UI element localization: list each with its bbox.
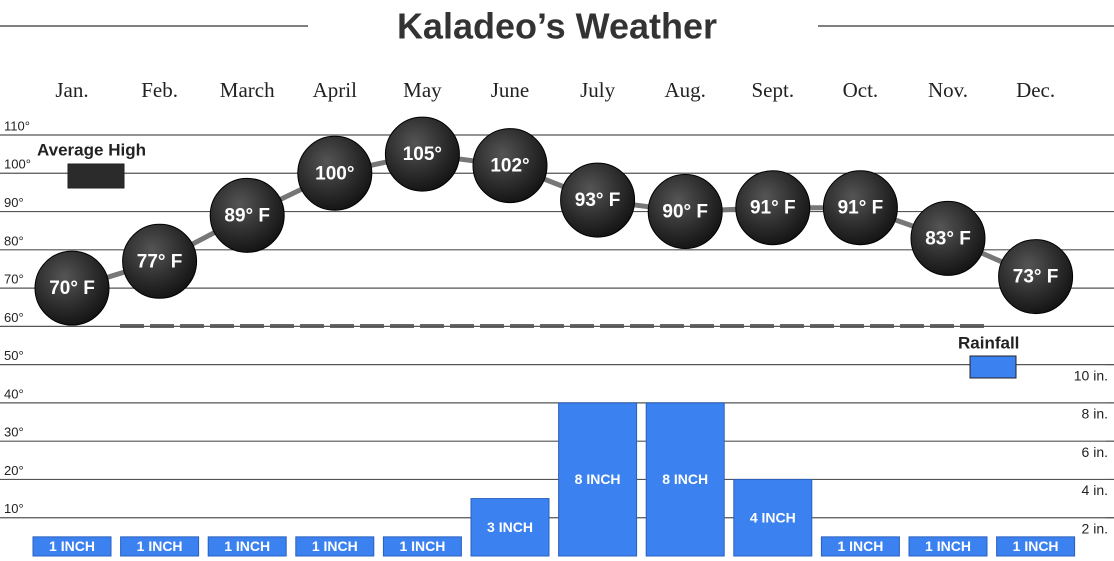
x-tick-label: Jan.	[55, 78, 88, 102]
x-tick-label: May	[403, 78, 442, 102]
x-tick-label: July	[580, 78, 616, 102]
bar	[820, 536, 900, 557]
point	[647, 174, 723, 250]
x-tick-label: Sept.	[752, 78, 795, 102]
bar	[120, 536, 200, 557]
data-label: 8 INCH	[662, 471, 708, 487]
y-tick-label: 30°	[4, 425, 24, 440]
bar	[996, 536, 1076, 557]
data-label: 77° F	[137, 251, 183, 272]
point	[297, 135, 373, 211]
data-label: 1 INCH	[837, 538, 883, 554]
y2-tick-label: 2 in.	[1082, 520, 1108, 536]
data-label: 4 INCH	[750, 509, 796, 525]
y-tick-label: 60°	[4, 310, 24, 325]
data-label: 91° F	[750, 198, 796, 219]
legend-swatch	[969, 355, 1017, 379]
y-tick-label: 70°	[4, 272, 24, 287]
x-tick-label: Dec.	[1016, 78, 1055, 102]
x-tick-label: June	[491, 78, 530, 102]
y-tick-label: 20°	[4, 463, 24, 478]
x-tick-label: March	[220, 78, 275, 102]
chart-title: Kaladeo’s Weather	[397, 6, 717, 47]
data-label: 93° F	[575, 190, 621, 211]
data-label: 73° F	[1013, 267, 1059, 288]
point	[122, 223, 198, 299]
bar	[733, 478, 813, 557]
data-label: 91° F	[838, 198, 884, 219]
data-label: 70° F	[49, 278, 95, 299]
point	[209, 177, 285, 253]
data-label: 89° F	[224, 205, 270, 226]
y2-tick-label: 10 in.	[1074, 367, 1108, 383]
x-tick-label: Feb.	[141, 78, 178, 102]
y2-tick-label: 8 in.	[1082, 406, 1108, 422]
y-tick-label: 110°	[4, 118, 30, 133]
data-label: 1 INCH	[1013, 538, 1059, 554]
data-label: 83° F	[925, 228, 971, 249]
bar	[32, 536, 112, 557]
data-label: 1 INCH	[312, 538, 358, 554]
y-tick-label: 80°	[4, 233, 24, 248]
data-label: 1 INCH	[224, 538, 270, 554]
data-label: 1 INCH	[49, 538, 95, 554]
data-label: 1 INCH	[137, 538, 183, 554]
y-tick-label: 90°	[4, 195, 24, 210]
data-label: 100°	[315, 163, 354, 184]
y-tick-label: 100°	[4, 157, 31, 172]
legend-label: Rainfall	[958, 333, 1019, 352]
bar	[207, 536, 287, 557]
bar	[295, 536, 375, 557]
point	[910, 200, 986, 276]
data-label: 1 INCH	[399, 538, 445, 554]
bar	[470, 498, 550, 557]
data-label: 105°	[403, 144, 442, 165]
x-tick-label: Nov.	[928, 78, 968, 102]
bar	[382, 536, 462, 557]
data-label: 1 INCH	[925, 538, 971, 554]
point	[998, 239, 1074, 315]
data-label: 3 INCH	[487, 519, 533, 535]
point	[34, 250, 110, 326]
y2-tick-label: 6 in.	[1082, 444, 1108, 460]
y-tick-label: 10°	[4, 501, 24, 516]
x-tick-label: April	[313, 78, 357, 102]
x-tick-label: Aug.	[664, 78, 705, 102]
point	[560, 162, 636, 238]
data-label: 102°	[490, 156, 529, 177]
y2-tick-label: 4 in.	[1082, 482, 1108, 498]
bar	[645, 402, 725, 557]
data-label: 90° F	[662, 202, 708, 223]
point	[472, 128, 548, 204]
y-tick-label: 50°	[4, 348, 24, 363]
point	[822, 170, 898, 246]
legend-label: Average High	[37, 140, 146, 159]
bar	[908, 536, 988, 557]
legend-swatch	[67, 163, 125, 189]
data-label: 8 INCH	[575, 471, 621, 487]
x-tick-label: Oct.	[843, 78, 879, 102]
point	[384, 116, 460, 192]
y-tick-label: 40°	[4, 386, 24, 401]
bar	[558, 402, 638, 557]
point	[735, 170, 811, 246]
